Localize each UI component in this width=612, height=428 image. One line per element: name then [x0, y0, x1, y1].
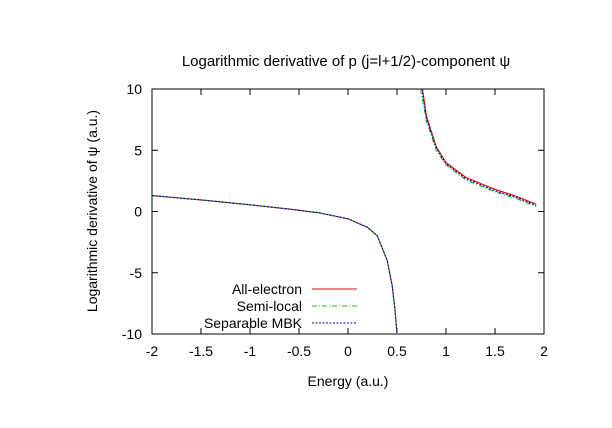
legend-label: All-electron [232, 281, 302, 297]
y-tick-label: 0 [134, 204, 142, 220]
x-tick-label: 1.5 [485, 343, 505, 359]
x-tick-label: 1 [442, 343, 450, 359]
axis-tick-labels: -2 -1.5 -1 -0.5 0 0.5 1 1.5 2 -10 -5 0 5 10 [122, 81, 548, 359]
series-line-3 [151, 88, 537, 335]
series-line-1 [151, 88, 537, 335]
y-axis-label: Logarithmic derivative of ψ (a.u.) [84, 110, 100, 312]
chart-title: Logarithmic derivative of p (j=l+1/2)-co… [182, 53, 510, 70]
x-axis-label: Energy (a.u.) [308, 373, 389, 389]
legend-label: Semi-local [237, 298, 302, 314]
y-tick-label: 5 [134, 142, 142, 158]
x-tick-label: -1 [244, 343, 257, 359]
x-tick-label: 0.5 [387, 343, 407, 359]
plot-frame [151, 88, 545, 335]
data-series [151, 88, 537, 335]
x-tick-label: 0 [344, 343, 352, 359]
y-tick-label: -5 [130, 265, 143, 281]
y-tick-label: 10 [126, 81, 142, 97]
axis-ticks [151, 88, 545, 335]
y-tick-label: -10 [122, 326, 142, 342]
x-tick-label: -2 [146, 343, 159, 359]
x-tick-label: -1.5 [189, 343, 213, 359]
x-tick-label: 2 [540, 343, 548, 359]
legend-label: Separable MBK [204, 315, 303, 331]
series-line-2 [151, 88, 537, 335]
x-tick-label: -0.5 [287, 343, 311, 359]
